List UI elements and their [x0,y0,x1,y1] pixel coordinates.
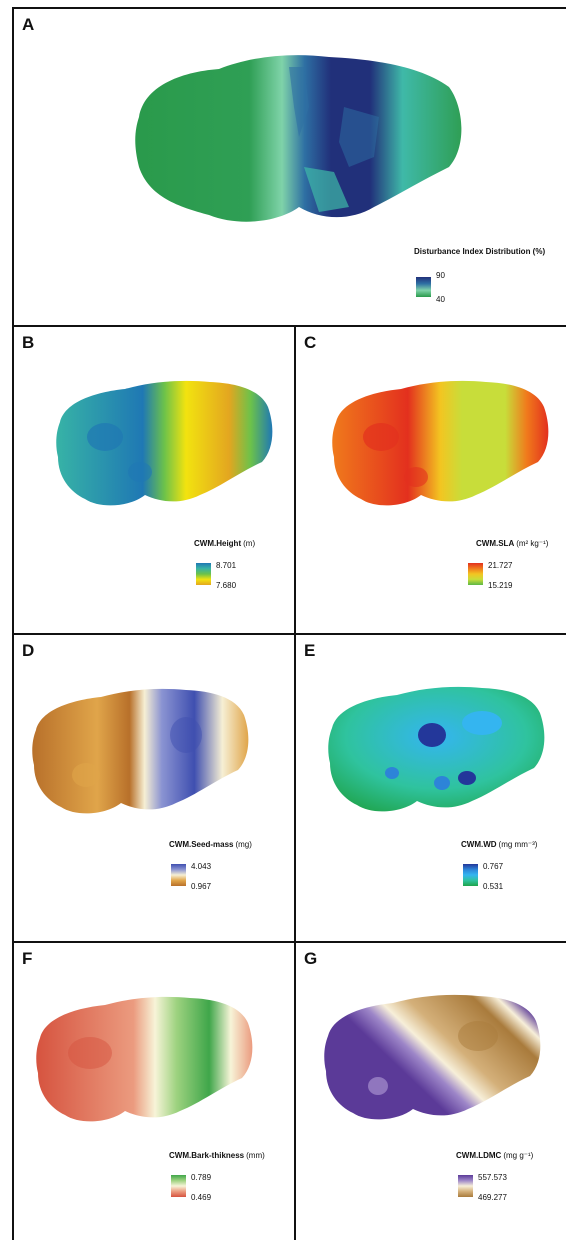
legend-title-a: Disturbance Index Distribution (%) [414,247,546,256]
panel-letter-b: B [22,333,35,352]
legend-title-g: CWM.LDMC (mg g⁻¹) [456,1151,534,1160]
panel-b: B CWM.Height (m) 8.701 7.680 [12,325,296,635]
legend-min-g: 469.277 [478,1193,507,1202]
panel-letter-e: E [304,641,316,660]
bark-thickness-map [36,996,253,1122]
legend-max-f: 0.789 [191,1173,212,1182]
height-map [56,380,273,506]
panel-a: A Disturbance Index Distribution (%) 90 … [12,7,566,327]
legend-title-e: CWM.WD (mg mm⁻³) [461,840,538,849]
legend-title-d: CWM.Seed-mass (mg) [169,840,252,849]
colorbar-f [171,1175,186,1197]
panel-f: F CWM.Bark-thikness (mm) 0.789 0.469 [12,941,296,1240]
colorbar-d [171,864,186,886]
colorbar-g [458,1175,473,1197]
legend-max-a: 90 [436,271,445,280]
legend-title-b: CWM.Height (m) [194,539,256,548]
colorbar-a [416,277,431,297]
panel-g: G CWM.LDMC (mg g⁻¹) 557.573 469.277 [294,941,566,1240]
legend-max-e: 0.767 [483,862,504,871]
legend-max-d: 4.043 [191,862,212,871]
legend-title-c: CWM.SLA (m² kg⁻¹) [476,539,549,548]
seed-mass-map [32,688,249,814]
panel-d: D CWM.Seed-mass (mg) 4.043 0.967 [12,633,296,943]
legend-min-a: 40 [436,295,445,304]
legend-min-f: 0.469 [191,1193,212,1202]
colorbar-b [196,563,211,585]
legend-title-f: CWM.Bark-thikness (mm) [169,1151,265,1160]
panel-c: C CWM.SLA (m² kg⁻¹) 21.727 15.219 [294,325,566,635]
colorbar-e [463,864,478,886]
colorbar-c [468,563,483,585]
legend-min-d: 0.967 [191,882,212,891]
legend-min-e: 0.531 [483,882,504,891]
legend-max-b: 8.701 [216,561,237,570]
legend-max-c: 21.727 [488,561,513,570]
disturbance-map [135,55,462,222]
wood-density-map [328,686,545,812]
sla-map [332,380,549,506]
ldmc-map [324,994,541,1120]
panel-e: E CWM.WD (mg mm⁻³) 0.767 0.531 [294,633,566,943]
legend-min-b: 7.680 [216,581,237,590]
panel-letter-f: F [22,949,33,968]
panel-letter-a: A [22,15,35,34]
panel-letter-g: G [304,949,318,968]
panel-letter-c: C [304,333,317,352]
legend-min-c: 15.219 [488,581,513,590]
panel-letter-d: D [22,641,35,660]
legend-max-g: 557.573 [478,1173,507,1182]
